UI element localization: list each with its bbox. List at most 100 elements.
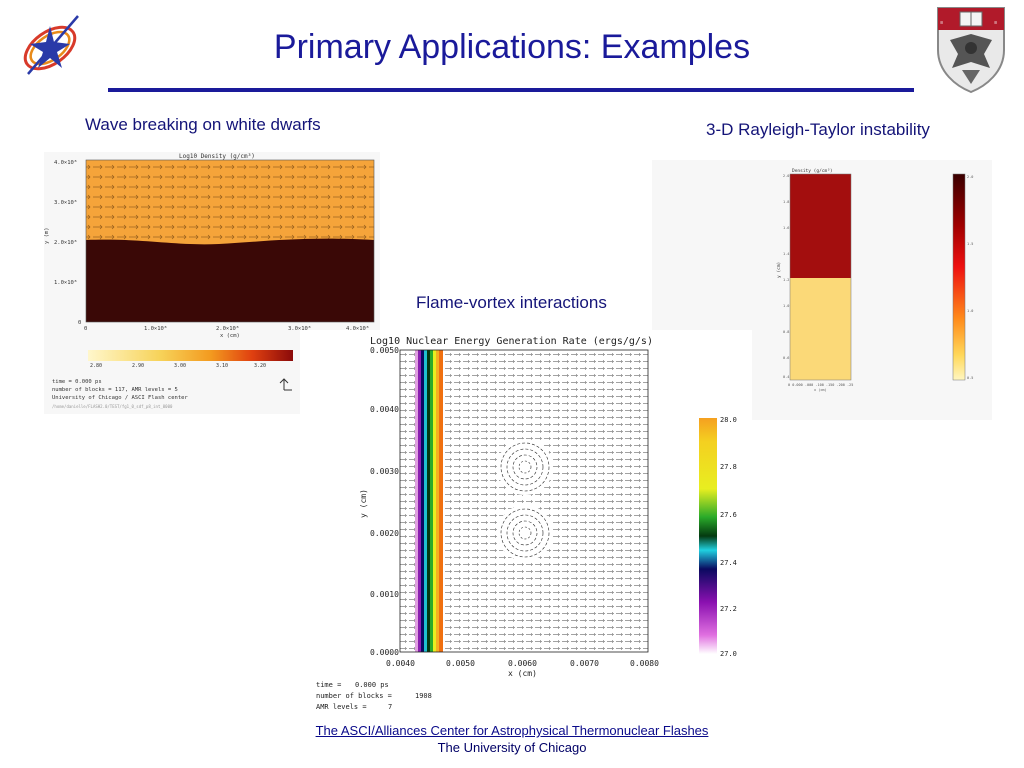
footer-university: The University of Chicago	[437, 740, 587, 755]
rt-ytick: 0.8	[783, 330, 789, 334]
rt-xlabel: x (cm)	[814, 388, 827, 392]
slide-title: Primary Applications: Examples	[273, 28, 751, 66]
wave-ytick: 1.0×10⁸	[54, 279, 77, 286]
flame-info-label: AMR levels =	[316, 703, 367, 711]
flame-xlabel: x (cm)	[508, 669, 537, 678]
wave-xtick: 3.0×10⁸	[288, 325, 311, 332]
wave-info-line: time = 0.000 ps	[52, 379, 102, 385]
flame-info-value: 7	[388, 703, 392, 711]
wave-plot-title: Log10 Density (g/cm³)	[179, 153, 255, 160]
wave-velocity-arrows	[86, 160, 374, 240]
flame-panel: Log10 Nuclear Energy Generation Rate (er…	[300, 330, 752, 715]
university-of-chicago-shield-icon: ≡ ≡	[937, 7, 1005, 94]
flash-center-logo	[8, 4, 88, 89]
flame-xtick: 0.0080	[630, 659, 659, 668]
wave-xtick: 4.0×10⁸	[346, 325, 369, 332]
flame-cbar-tick: 28.0	[720, 416, 737, 424]
wave-xtick: 1.0×10⁸	[144, 325, 167, 332]
wave-ytick: 4.0×10⁸	[54, 159, 77, 166]
wave-info-line: number of blocks = 117, AMR levels = 5	[52, 387, 178, 393]
flame-info-value: 1908	[415, 692, 432, 700]
flame-xtick: 0.0040	[386, 659, 415, 668]
flame-ytick: 0.0000	[370, 648, 399, 657]
rt-ytick: 2.0	[783, 174, 789, 178]
flame-front-band	[424, 350, 427, 652]
wave-file-path: /home/danielle/FLASH2.0/TEST/fg1_0_sdf_p…	[52, 404, 173, 409]
flame-xtick: 0.0050	[446, 659, 475, 668]
wave-colorbar	[88, 350, 293, 361]
caption-flame: Flame-vortex interactions	[416, 293, 607, 312]
wave-ytick: 3.0×10⁸	[54, 199, 77, 206]
svg-text:≡: ≡	[994, 20, 997, 26]
flame-front-band	[418, 350, 421, 652]
flame-xtick: 0.0070	[570, 659, 599, 668]
rt-ytick: 1.0	[783, 304, 789, 308]
wave-cbar-tick: 3.10	[216, 363, 228, 369]
flame-front-band	[427, 350, 430, 652]
flame-ytick: 0.0010	[370, 590, 399, 599]
svg-text:≡: ≡	[940, 20, 943, 26]
axes-orientation-icon	[279, 378, 292, 391]
wave-ytick: 2.0×10⁸	[54, 239, 77, 246]
flame-info-label: time =	[316, 681, 341, 689]
flame-front-band	[421, 350, 424, 652]
flame-xtick: 0.0060	[508, 659, 537, 668]
rt-xticks: 0 0.000 .000 .100 .150 .200 .25	[788, 383, 853, 387]
flame-plot: Log10 Nuclear Energy Generation Rate (er…	[316, 336, 737, 711]
rt-ytick: 1.8	[783, 200, 789, 204]
wave-dense-layer	[86, 238, 374, 322]
flame-cbar-tick: 27.8	[720, 463, 737, 471]
rt-colorbar	[952, 173, 966, 381]
rt-cbar-tick: 1.5	[967, 242, 973, 246]
rt-cbar-tick: 2.0	[967, 175, 973, 179]
flame-cbar-tick: 27.2	[720, 605, 737, 613]
rt-light-fluid	[790, 278, 851, 380]
rt-plot: Density (g/cm³) y (cm) 2.0 1.8 1.6 1.4 1…	[668, 168, 973, 416]
wave-xlabel: x (cm)	[220, 333, 240, 339]
flame-front-band	[415, 350, 418, 652]
rt-ytick: 0.4	[783, 375, 789, 379]
flash-center-star-logo-icon	[23, 15, 79, 75]
wave-cbar-tick: 2.80	[90, 363, 102, 369]
flame-ytick: 0.0040	[370, 405, 399, 414]
wave-xtick: 2.0×10⁸	[216, 325, 239, 332]
footer: The ASCI/Alliances Center for Astrophysi…	[0, 723, 1024, 755]
wave-ytick: 0	[78, 320, 81, 326]
flame-front-band	[436, 350, 439, 652]
wave-ylabel: y (m)	[44, 227, 50, 244]
flame-plot-title: Log10 Nuclear Energy Generation Rate (er…	[370, 336, 653, 347]
wave-info-line: University of Chicago / ASCI Flash cente…	[52, 395, 188, 401]
flame-colorbar	[699, 418, 717, 654]
flame-front-band	[430, 350, 433, 652]
flame-ytick: 0.0020	[370, 529, 399, 538]
wave-cbar-tick: 2.90	[132, 363, 144, 369]
rt-plot-title: Density (g/cm³)	[792, 168, 833, 174]
rt-cbar-tick: 1.0	[967, 309, 973, 313]
wave-cbar-tick: 3.00	[174, 363, 186, 369]
wave-xtick: 0	[84, 326, 87, 332]
rt-ytick: 1.4	[783, 252, 789, 256]
rt-cbar-tick: 0.5	[967, 376, 973, 380]
flame-front-band	[433, 350, 436, 652]
caption-wave: Wave breaking on white dwarfs	[85, 115, 321, 134]
caption-rt: 3-D Rayleigh-Taylor instability	[706, 120, 930, 139]
vortex-upper	[497, 439, 553, 495]
wave-plot: Log10 Density (g/cm³) 4.0×10⁸ 3.0×10⁸ 2.…	[44, 153, 375, 409]
flame-front-band	[439, 350, 443, 652]
rt-ytick: 1.6	[783, 226, 789, 230]
rt-ytick: 0.6	[783, 356, 789, 360]
flame-info-value: 0.000 ps	[355, 681, 389, 689]
wave-cbar-tick: 3.20	[254, 363, 266, 369]
university-logo: ≡ ≡	[934, 4, 1008, 99]
footer-center-link[interactable]: The ASCI/Alliances Center for Astrophysi…	[315, 723, 709, 738]
flame-cbar-tick: 27.6	[720, 511, 737, 519]
flame-ylabel: y (cm)	[359, 489, 368, 518]
flame-cbar-tick: 27.0	[720, 650, 737, 658]
flame-info-label: number of blocks =	[316, 692, 392, 700]
flame-ytick: 0.0030	[370, 467, 399, 476]
rt-ylabel: y (cm)	[776, 262, 782, 278]
title-underline	[108, 88, 914, 92]
rt-heavy-fluid	[790, 174, 851, 278]
flame-ytick: 0.0050	[370, 346, 399, 355]
vortex-lower	[497, 505, 553, 561]
